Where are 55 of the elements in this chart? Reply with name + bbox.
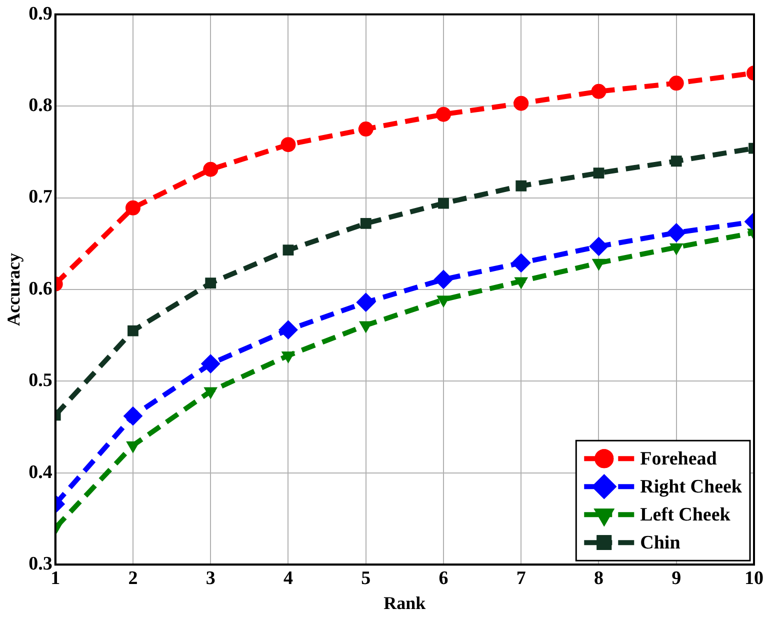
- point: [514, 277, 528, 289]
- x-tick-label: 6: [438, 568, 448, 589]
- point: [280, 137, 296, 152]
- y-tick-label: 0.7: [28, 186, 53, 208]
- y-tick-label: 0.9: [28, 3, 52, 24]
- point: [282, 244, 294, 256]
- point: [438, 198, 449, 209]
- point: [356, 292, 376, 312]
- point: [436, 106, 451, 122]
- x-tick-label: 5: [361, 568, 371, 589]
- point: [591, 84, 606, 99]
- point: [359, 321, 372, 333]
- point: [126, 441, 140, 453]
- y-tick-label: 0.5: [28, 370, 52, 392]
- point: [668, 76, 684, 91]
- point: [128, 325, 138, 336]
- x-tick-label: 3: [206, 568, 216, 589]
- point: [514, 96, 529, 111]
- y-tick-label: 0.8: [28, 95, 52, 116]
- point: [123, 406, 142, 426]
- point: [201, 354, 220, 374]
- point: [282, 352, 295, 364]
- x-tick-label: 10: [744, 568, 764, 589]
- legend-label: Left Cheek: [640, 504, 731, 526]
- point: [512, 253, 531, 272]
- point: [666, 223, 686, 242]
- point: [203, 162, 218, 177]
- point: [204, 387, 218, 399]
- y-tick-label: 0.3: [28, 554, 52, 575]
- point: [589, 236, 608, 256]
- legend-label: Right Cheek: [640, 476, 742, 498]
- x-tick-label: 7: [516, 568, 526, 589]
- point: [434, 270, 453, 289]
- point: [670, 156, 682, 167]
- x-tick-label: 4: [283, 568, 294, 589]
- point: [360, 218, 372, 229]
- point: [670, 243, 683, 255]
- point: [516, 180, 527, 192]
- point: [358, 122, 374, 137]
- point: [436, 296, 450, 308]
- point: [592, 258, 606, 270]
- x-axis-title: Rank: [384, 592, 426, 613]
- legend-label: Forehead: [640, 448, 718, 470]
- y-axis-title: Accuracy: [3, 253, 24, 326]
- x-tick-label: 8: [594, 568, 604, 589]
- y-tick-label: 0.6: [28, 278, 52, 300]
- point: [593, 168, 604, 178]
- legend-label: Chin: [640, 532, 681, 554]
- y-tick-label: 0.4: [28, 462, 53, 483]
- x-tick-label: 9: [672, 568, 682, 589]
- x-tick-label: 1: [50, 568, 60, 589]
- x-tick-label: 2: [128, 568, 138, 589]
- point: [125, 200, 140, 216]
- point: [278, 320, 298, 340]
- point: [205, 278, 216, 289]
